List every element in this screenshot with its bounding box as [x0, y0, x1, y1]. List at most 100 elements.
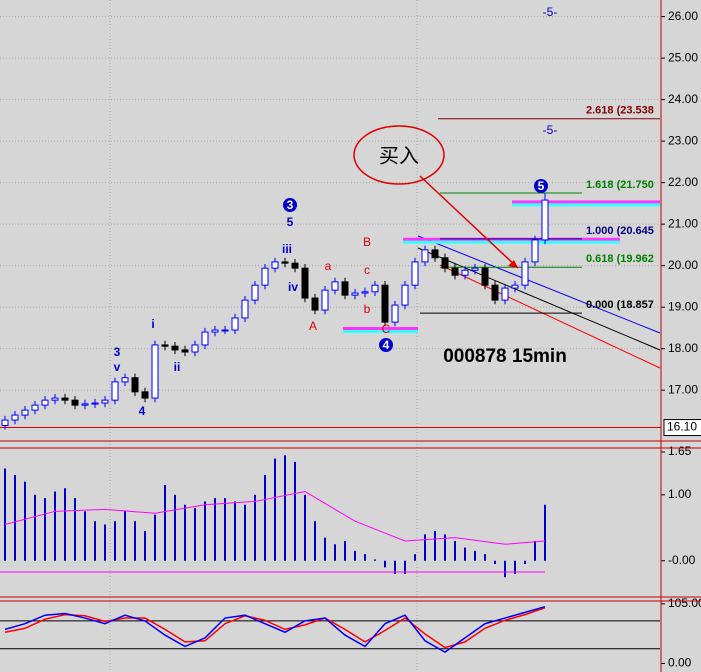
callout-arrow-head [508, 260, 518, 268]
candle-body [131, 377, 139, 393]
candle-body [151, 344, 159, 399]
candle-body [281, 261, 289, 264]
candle-body [391, 304, 399, 323]
wave-circle [534, 179, 548, 193]
wave-label: 5 [538, 179, 545, 193]
candle-body [331, 281, 339, 291]
candle-body [101, 399, 109, 404]
candle-body [541, 199, 549, 241]
wave-label: 4 [139, 404, 146, 418]
wave-label: c [364, 263, 370, 277]
y-tick-label: 18.00 [668, 341, 698, 355]
fib-label: 2.618 (23.538 [586, 105, 654, 117]
wave-label: -5- [543, 5, 558, 19]
y-tick-label: 25.00 [668, 50, 698, 64]
candle-body [271, 261, 279, 269]
trend-line [417, 235, 661, 334]
candle-body [61, 397, 69, 401]
wave-label: v [114, 360, 121, 374]
candle-body [221, 329, 229, 332]
candle-body [301, 267, 309, 299]
zone [403, 240, 620, 244]
macd-signal [4, 491, 546, 545]
wave-label: iv [288, 280, 298, 294]
callout-text: 买入 [379, 144, 419, 168]
wave-label: -5- [543, 123, 558, 137]
candle-body [421, 249, 429, 263]
wave-label: A [309, 319, 317, 333]
wave-label: b [364, 302, 371, 316]
y-tick-label: 105.00 [668, 596, 701, 610]
candle-body [371, 284, 379, 293]
candle-body [231, 317, 239, 331]
candle-body [441, 257, 449, 269]
candle-body [41, 399, 49, 406]
y-tick-label: 20.00 [668, 258, 698, 272]
wave-circle [283, 198, 297, 212]
callout-arrow [419, 175, 519, 269]
candle-body [521, 261, 529, 286]
trend-line [439, 264, 661, 369]
candle-body [11, 414, 19, 421]
wave-label: 3 [287, 198, 294, 212]
y-tick-label: 26.00 [668, 9, 698, 23]
candle-body [261, 267, 269, 286]
candle-body [411, 261, 419, 286]
fib-label: 1.618 (21.750 [586, 179, 654, 191]
wave-label: C [382, 322, 391, 336]
fib-label: 0.618 (19.962 [586, 253, 654, 265]
y-tick-label: 1.65 [668, 444, 692, 458]
fib-label: 1.000 (20.645 [586, 225, 654, 237]
zone [512, 200, 660, 204]
candle-body [481, 267, 489, 286]
y-tick-label: 1.00 [668, 487, 692, 501]
candle-body [1, 419, 9, 426]
y-tick-label: 0.00 [668, 656, 692, 670]
wave-label: i [151, 317, 154, 331]
fib-label: 0.000 (18.857 [586, 299, 654, 311]
candle-body [251, 284, 259, 301]
y-tick-label: -0.00 [668, 553, 696, 567]
y-tick-label: 17.00 [668, 382, 698, 396]
candle-body [461, 269, 469, 276]
wave-label: ii [174, 360, 181, 374]
candle-body [381, 284, 389, 323]
candle-body [531, 239, 539, 263]
wave-label: 5 [287, 215, 294, 229]
candle-body [491, 284, 499, 301]
candle-body [51, 397, 59, 401]
zone [343, 327, 418, 330]
grid [0, 0, 660, 672]
y-tick-label: 19.00 [668, 299, 698, 313]
candle-body [31, 404, 39, 411]
plot: 17.00 18.00 19.00 20.00 21.00 22.00 23.00 24.00… [0, 9, 701, 670]
zone [512, 203, 660, 207]
candle-body [451, 267, 459, 276]
wave-circle [379, 338, 393, 352]
candle-body [501, 287, 509, 301]
candle-body [171, 345, 179, 351]
candle-body [291, 262, 299, 269]
zone [343, 330, 418, 333]
candle-body [241, 299, 249, 319]
candle-body [141, 391, 149, 399]
candle-body [191, 344, 199, 353]
wave-label: 3 [114, 345, 121, 359]
y-tick-label: 22.00 [668, 175, 698, 189]
candle-body [511, 284, 519, 289]
candle-body [361, 291, 369, 294]
callout-ellipse [353, 125, 445, 185]
trend-line [417, 247, 661, 351]
candle-body [71, 399, 79, 406]
candle-body [401, 284, 409, 306]
candle-body [121, 377, 129, 383]
candle-body [111, 381, 119, 401]
candle-body [211, 329, 219, 333]
last-price-label: 16.10 [667, 420, 697, 434]
chart-title: 000878 15min [443, 346, 567, 367]
candle-body [21, 409, 29, 416]
y-tick-label: 21.00 [668, 216, 698, 230]
last-price-box [663, 419, 701, 437]
